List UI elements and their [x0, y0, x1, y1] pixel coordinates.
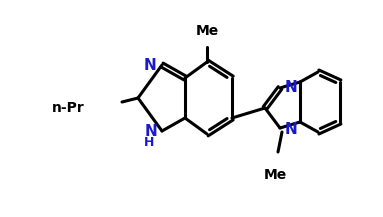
Text: N: N — [285, 79, 298, 94]
Text: H: H — [144, 135, 154, 148]
Text: n-Pr: n-Pr — [52, 101, 84, 115]
Text: N: N — [143, 58, 156, 72]
Text: N: N — [285, 122, 298, 136]
Text: Me: Me — [195, 24, 219, 38]
Text: N: N — [144, 125, 157, 140]
Text: Me: Me — [264, 168, 286, 182]
